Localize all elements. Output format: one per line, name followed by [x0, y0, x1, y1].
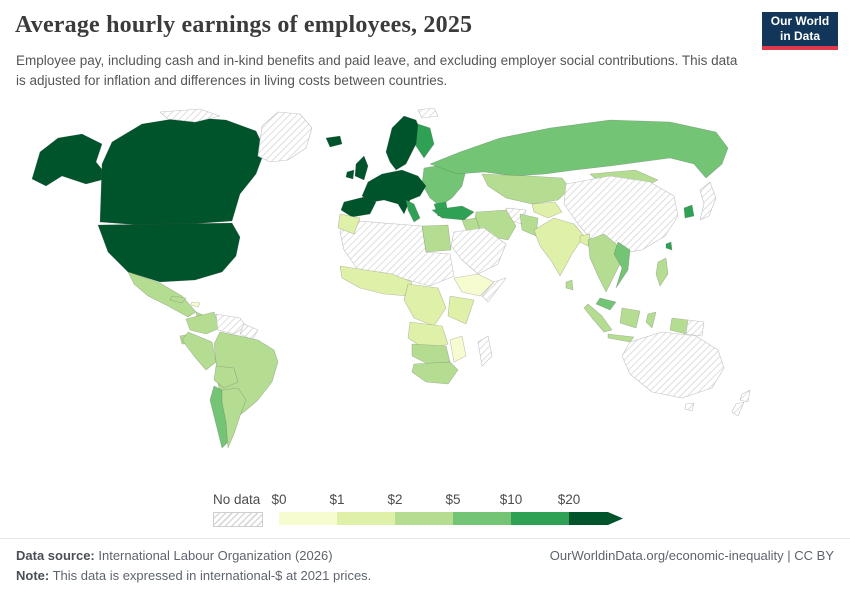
region-sumatra[interactable] [583, 303, 613, 333]
region-china[interactable] [563, 175, 679, 255]
region-central-africa[interactable] [403, 283, 447, 327]
legend-segment-1-2[interactable] [337, 512, 395, 525]
region-turkey[interactable] [431, 205, 475, 221]
legend-segment-5-10[interactable] [453, 512, 511, 525]
region-italy[interactable] [405, 199, 421, 223]
region-united-states[interactable] [97, 222, 241, 283]
data-source-label: Data source: [16, 548, 95, 563]
region-greenland[interactable] [257, 111, 313, 163]
region-iberia[interactable] [340, 196, 377, 218]
region-philippines[interactable] [655, 257, 669, 287]
region-ethiopia[interactable] [453, 273, 495, 297]
region-mexico[interactable] [127, 271, 197, 318]
region-iceland[interactable] [325, 135, 343, 148]
owid-logo-line2: in Data [779, 29, 820, 43]
legend-no-data-swatch[interactable] [213, 512, 263, 527]
legend-no-data-label: No data [213, 492, 261, 507]
region-taiwan[interactable] [665, 241, 673, 251]
region-haiti[interactable] [190, 301, 201, 308]
region-java[interactable] [607, 333, 635, 343]
region-finland[interactable] [415, 123, 435, 159]
region-somalia[interactable] [481, 277, 507, 303]
region-mozambique[interactable] [449, 335, 467, 363]
region-australia[interactable] [621, 331, 725, 399]
region-new-guinea-west[interactable] [669, 317, 689, 335]
legend-color-scale: $0 $1 $2 $5 $10 $20 [271, 492, 623, 528]
chart-subtitle: Employee pay, including cash and in-kind… [16, 53, 738, 88]
owid-url-license[interactable]: OurWorldinData.org/economic-inequality |… [549, 548, 834, 563]
region-sri-lanka[interactable] [565, 279, 574, 291]
region-south-africa[interactable] [411, 361, 459, 385]
region-pakistan[interactable] [519, 213, 539, 237]
region-new-zealand-south[interactable] [731, 401, 745, 417]
map-legend: No data $0 $1 $2 $5 $10 $20 [213, 492, 623, 528]
region-papua-new-guinea[interactable] [685, 319, 705, 337]
region-egypt[interactable] [421, 224, 452, 253]
region-western-europe[interactable] [361, 169, 427, 215]
region-bolivia[interactable] [213, 365, 239, 389]
chart-footer: Data source: International Labour Organi… [0, 538, 850, 600]
region-ireland[interactable] [345, 169, 355, 180]
region-south-korea[interactable] [683, 204, 695, 219]
legend-no-data[interactable]: No data [213, 492, 263, 527]
legend-tick-label: $10 [499, 492, 523, 507]
region-myanmar-thailand[interactable] [587, 233, 623, 293]
legend-tick-label: $20 [557, 492, 581, 507]
region-japan[interactable] [699, 181, 717, 221]
region-russia[interactable] [429, 119, 729, 179]
world-map-container [10, 104, 840, 482]
legend-tick-label: $5 [445, 492, 461, 507]
region-new-zealand-north[interactable] [739, 389, 751, 403]
region-colombia[interactable] [185, 311, 221, 335]
region-vietnam[interactable] [613, 241, 631, 289]
page-title: Average hourly earnings of employees, 20… [15, 12, 473, 38]
region-malaysia[interactable] [595, 297, 617, 311]
region-india[interactable] [533, 217, 585, 277]
legend-segment-0-1[interactable] [279, 512, 337, 525]
legend-tick-label: $2 [387, 492, 403, 507]
world-map [31, 107, 751, 449]
legend-tick-labels: $0 $1 $2 $5 $10 $20 [271, 492, 623, 509]
region-svalbard[interactable] [417, 107, 439, 119]
region-peru[interactable] [181, 331, 217, 371]
note-text: This data is expressed in international-… [52, 568, 372, 583]
note-label: Note: [16, 568, 50, 583]
region-madagascar[interactable] [477, 335, 493, 367]
owid-logo[interactable]: Our World in Data [762, 12, 838, 50]
legend-segment-2-5[interactable] [395, 512, 453, 525]
region-venezuela[interactable] [215, 313, 247, 335]
region-kazakhstan[interactable] [481, 173, 571, 205]
region-sulawesi[interactable] [645, 311, 657, 329]
owid-logo-line1: Our World [770, 14, 830, 28]
region-united-kingdom[interactable] [354, 155, 369, 181]
region-east-africa[interactable] [447, 295, 475, 325]
note-line: Note: This data is expressed in internat… [16, 568, 371, 583]
region-bangladesh[interactable] [579, 233, 591, 247]
legend-color-bar [279, 512, 623, 525]
region-arctic-islands[interactable] [159, 108, 221, 123]
region-argentina[interactable] [221, 387, 247, 449]
region-alaska[interactable] [31, 133, 110, 187]
legend-tick-label: $0 [271, 492, 287, 507]
legend-tick-label: $1 [329, 492, 345, 507]
legend-segment-20+[interactable] [569, 512, 623, 525]
region-borneo[interactable] [619, 307, 641, 329]
region-morocco[interactable] [337, 213, 361, 235]
region-namibia-botswana[interactable] [411, 343, 451, 365]
data-source-text[interactable]: International Labour Organization (2026) [98, 548, 333, 563]
region-tasmania[interactable] [684, 402, 695, 412]
legend-segment-10-20[interactable] [511, 512, 569, 525]
data-source-line: Data source: International Labour Organi… [16, 548, 333, 563]
region-canada[interactable] [99, 116, 266, 226]
region-saudi-arabia[interactable] [450, 227, 507, 275]
region-central-asia[interactable] [531, 201, 563, 219]
region-cuba[interactable] [169, 295, 187, 304]
